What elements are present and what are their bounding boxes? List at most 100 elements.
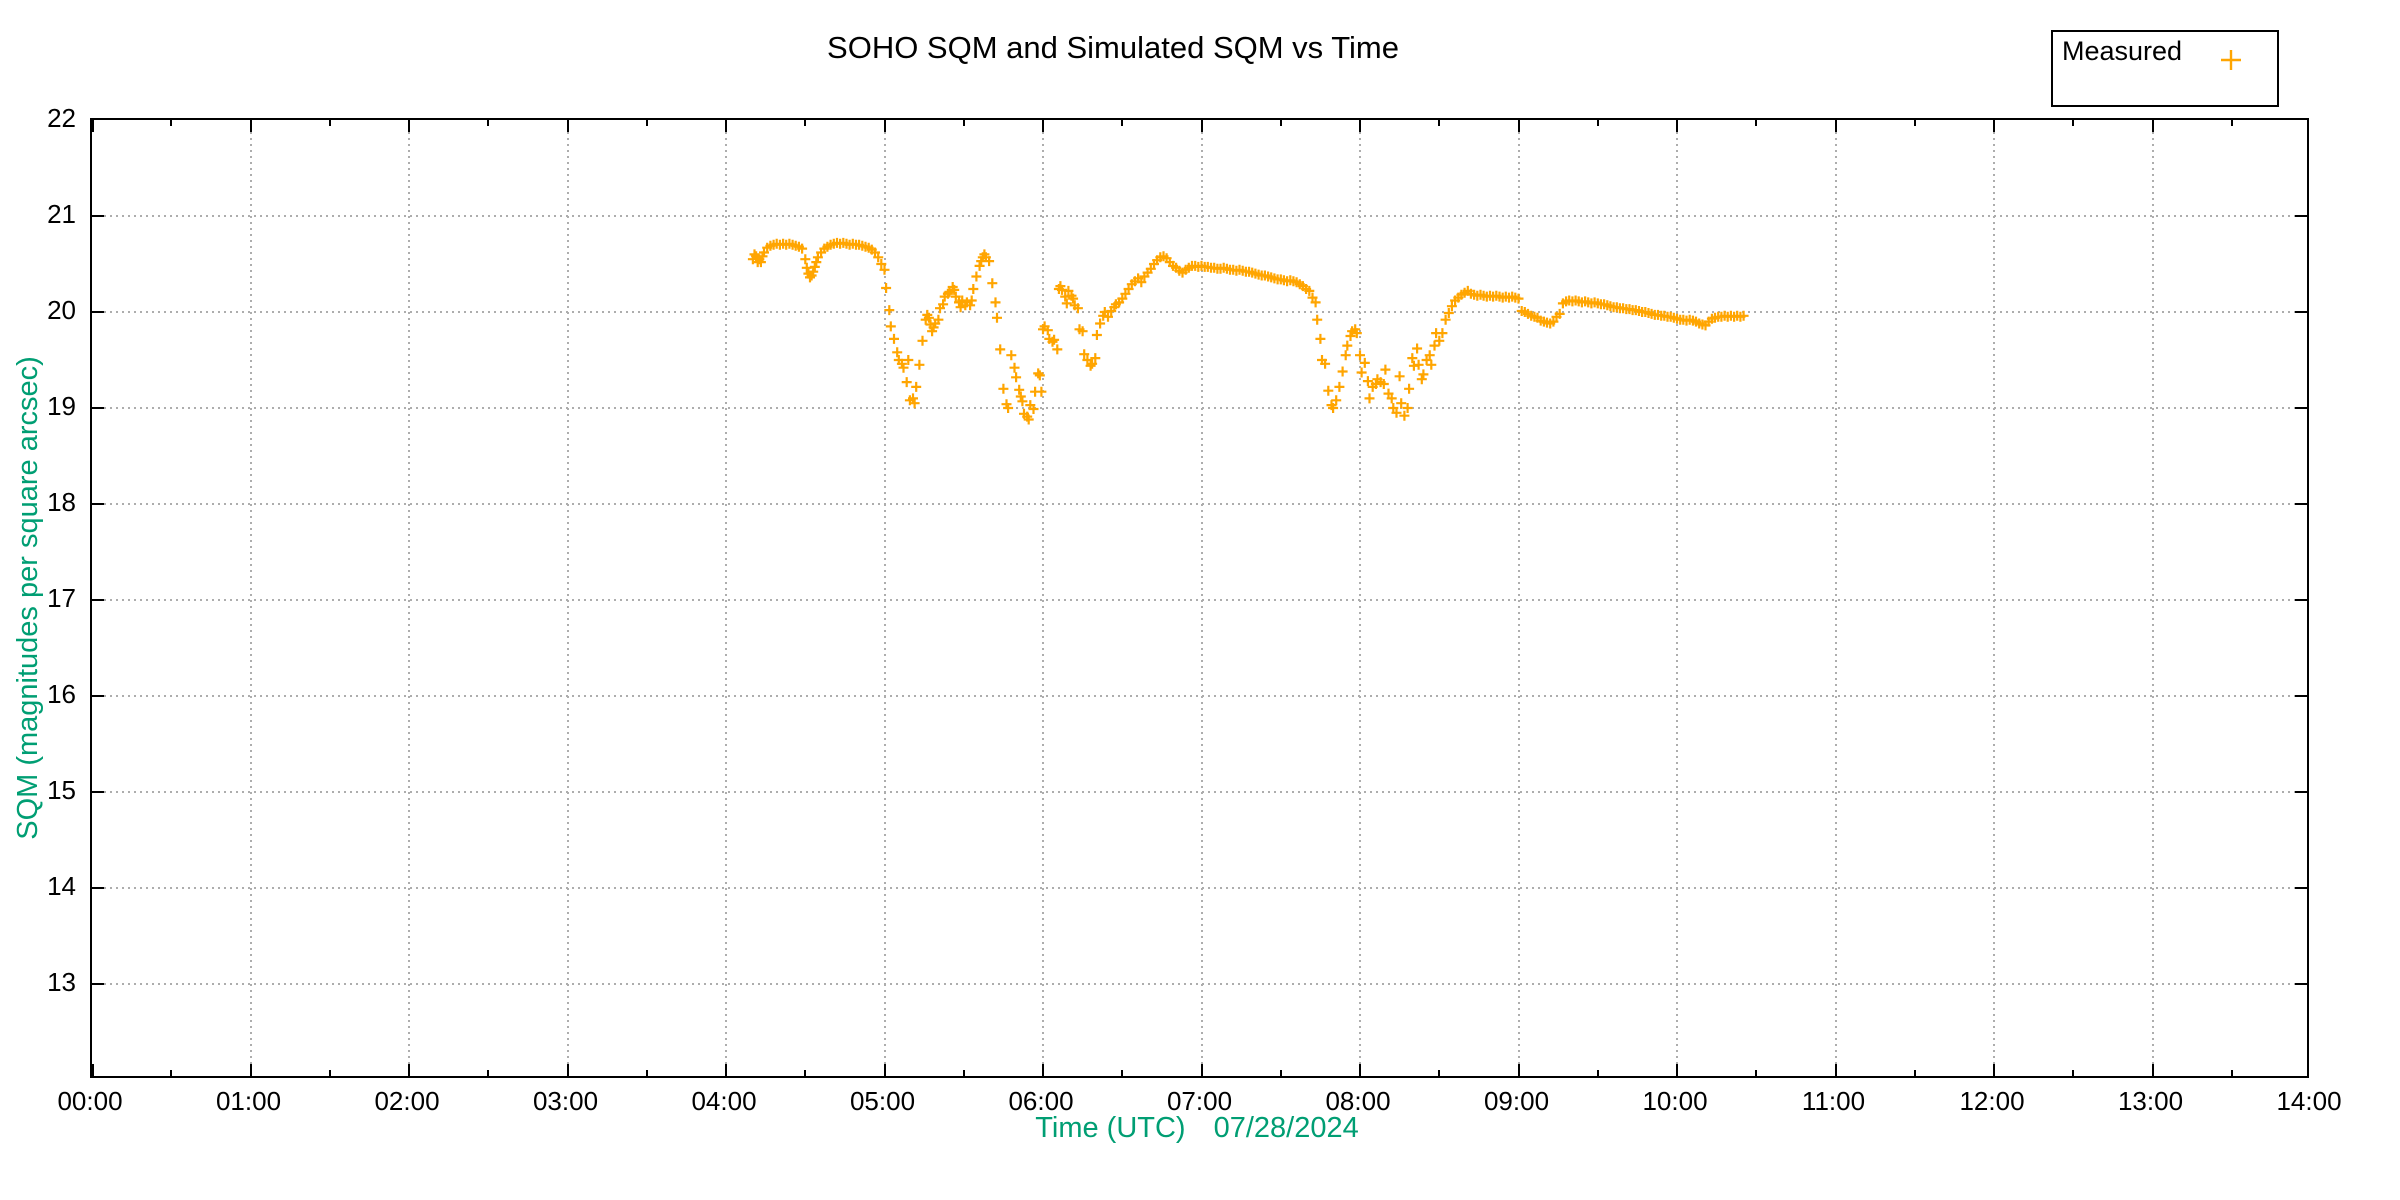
x-tick-label: 14:00 [2276, 1086, 2342, 1116]
x-minor-tick-top [2230, 120, 2233, 126]
x-minor-tick-top [1596, 120, 1599, 126]
x-tick-label: 10:00 [1642, 1086, 1708, 1116]
legend-label-measured: Measured [2062, 36, 2183, 66]
y-major-tick-right [2295, 215, 2307, 217]
x-minor-tick-bottom [2072, 1070, 2075, 1076]
x-major-tick-top [2151, 120, 2154, 132]
x-axis-label: Time (UTC) 07/28/2024 [1035, 1112, 1359, 1145]
x-minor-tick-top [1279, 120, 1282, 126]
x-major-tick-top [1200, 120, 1203, 132]
h-gridline [92, 215, 2307, 217]
x-tick-label: 02:00 [374, 1086, 440, 1116]
y-major-tick-right [2295, 791, 2307, 793]
y-tick-label: 18 [47, 487, 76, 517]
y-tick-label: 22 [47, 103, 76, 133]
x-major-tick-top [1042, 120, 1044, 132]
v-gridline [1834, 120, 1837, 1076]
y-major-tick-left [92, 215, 104, 217]
x-major-tick-top [1676, 120, 1678, 132]
x-minor-tick-top [1755, 120, 1758, 126]
x-minor-tick-top [645, 120, 648, 126]
y-major-tick-left [92, 983, 104, 985]
x-minor-tick-bottom [1913, 1070, 1916, 1076]
x-major-tick-top [1517, 120, 1520, 132]
x-minor-tick-bottom [804, 1070, 807, 1076]
y-tick-label: 21 [47, 199, 76, 229]
v-gridline [2151, 120, 2154, 1076]
x-major-tick-top [2307, 120, 2309, 132]
x-minor-tick-top [170, 120, 173, 126]
x-major-tick-bottom [725, 1064, 727, 1076]
x-major-tick-bottom [1042, 1064, 1044, 1076]
x-minor-tick-bottom [1121, 1070, 1124, 1076]
y-tick-label: 14 [47, 871, 76, 901]
y-tick-label: 17 [47, 583, 76, 613]
x-minor-tick-bottom [1596, 1070, 1599, 1076]
x-minor-tick-top [328, 120, 331, 126]
h-gridline [92, 695, 2307, 697]
x-tick-label: 06:00 [1008, 1086, 1074, 1116]
x-axis-date: 07/28/2024 [1213, 1112, 1359, 1144]
y-major-tick-left [92, 887, 104, 889]
x-tick-label: 01:00 [215, 1086, 282, 1116]
v-gridline [1200, 120, 1203, 1076]
x-major-tick-bottom [1993, 1064, 1995, 1076]
y-major-tick-left [92, 695, 104, 697]
x-tick-label: 04:00 [691, 1086, 757, 1116]
y-major-tick-left [92, 791, 104, 793]
x-minor-tick-bottom [645, 1070, 648, 1076]
x-major-tick-top [1834, 120, 1837, 132]
x-tick-label: 07:00 [1166, 1086, 1233, 1116]
x-minor-tick-bottom [170, 1070, 173, 1076]
x-minor-tick-top [487, 120, 490, 126]
x-minor-tick-top [1438, 120, 1441, 126]
x-major-tick-top [566, 120, 569, 132]
x-minor-tick-bottom [962, 1070, 965, 1076]
y-major-tick-left [92, 311, 104, 313]
plot-area [90, 118, 2309, 1078]
h-gridline [92, 791, 2307, 793]
x-major-tick-top [725, 120, 727, 132]
y-major-tick-right [2295, 599, 2307, 601]
x-minor-tick-top [962, 120, 965, 126]
x-tick-label: 11:00 [1801, 1086, 1866, 1116]
x-major-tick-top [1359, 120, 1361, 132]
x-minor-tick-bottom [2230, 1070, 2233, 1076]
x-major-tick-bottom [1359, 1064, 1361, 1076]
x-tick-label: 00:00 [57, 1086, 123, 1116]
y-major-tick-right [2295, 695, 2307, 697]
x-tick-label: 03:00 [532, 1086, 599, 1116]
x-minor-tick-bottom [1279, 1070, 1282, 1076]
y-tick-label: 19 [47, 391, 76, 421]
legend-box: Measured [2051, 30, 2279, 107]
x-tick-label: 12:00 [1959, 1086, 2025, 1116]
measured-data-points [747, 237, 1749, 425]
h-gridline [92, 311, 2307, 313]
y-major-tick-right [2295, 887, 2307, 889]
chart-title: SOHO SQM and Simulated SQM vs Time [827, 30, 1399, 65]
x-major-tick-top [249, 120, 252, 132]
x-tick-label: 08:00 [1325, 1086, 1391, 1116]
v-gridline [1042, 120, 1044, 1076]
h-gridline [92, 503, 2307, 505]
x-minor-tick-top [1121, 120, 1124, 126]
x-minor-tick-bottom [487, 1070, 490, 1076]
x-minor-tick-top [1913, 120, 1916, 126]
x-major-tick-bottom [1834, 1064, 1837, 1076]
x-major-tick-bottom [2151, 1064, 2154, 1076]
x-axis-label-text: Time (UTC) [1035, 1112, 1186, 1144]
h-gridline [92, 983, 2307, 985]
v-gridline [1676, 120, 1678, 1076]
v-gridline [725, 120, 727, 1076]
y-major-tick-right [2295, 311, 2307, 313]
y-tick-label: 15 [47, 775, 76, 805]
x-minor-tick-top [804, 120, 807, 126]
y-major-tick-right [2295, 407, 2307, 409]
x-major-tick-bottom [1200, 1064, 1203, 1076]
y-major-tick-right [2295, 503, 2307, 505]
v-gridline [249, 120, 252, 1076]
x-minor-tick-bottom [328, 1070, 331, 1076]
y-major-tick-right [2295, 983, 2307, 985]
x-major-tick-bottom [566, 1064, 569, 1076]
